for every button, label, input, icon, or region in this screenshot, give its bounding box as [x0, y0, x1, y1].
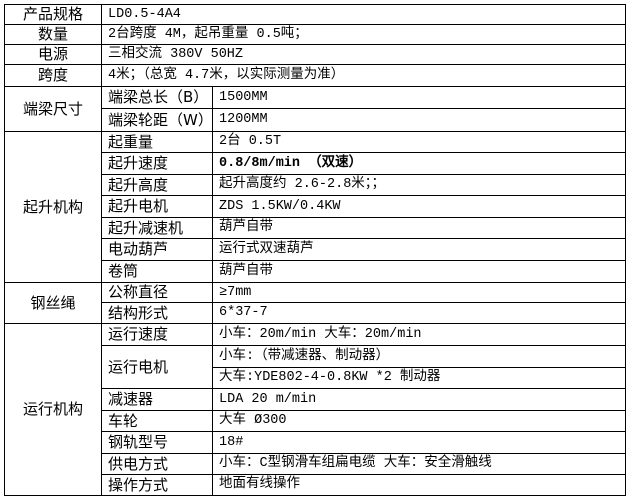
table-row: 电动葫芦 运行式双速葫芦 [5, 238, 627, 261]
section-label: 端梁尺寸 [4, 86, 102, 132]
section-label: 钢丝绳 [4, 282, 102, 324]
table-row: 钢丝绳 公称直径 ≥7mm [4, 282, 627, 324]
item-value: ZDS 1.5KW/0.4KW [211, 195, 627, 218]
section-value: 2台跨度 4M，起吊重量 0.5吨； [100, 24, 627, 45]
table-row: 数量 2台跨度 4M，起吊重量 0.5吨； [4, 24, 627, 45]
item-label: 卷筒 [101, 260, 213, 283]
section-value: LD0.5-4A4 [100, 4, 627, 25]
item-value: 大车 Ø300 [211, 410, 627, 432]
item-label: 运行速度 [101, 323, 213, 346]
item-value: 18# [211, 431, 627, 454]
table-row: 端梁尺寸 端梁总长（B） 1500MM [4, 86, 627, 132]
item-label: 减速器 [101, 388, 213, 411]
table-row: 供电方式 小车：C型钢滑车组扁电缆 大车：安全滑触线 [5, 453, 627, 475]
section-label: 数量 [4, 24, 102, 45]
item-value: 2台 0.5T [211, 131, 627, 153]
item-label: 端梁轮距（W） [101, 108, 213, 132]
item-value: 起升高度约 2.6-2.8米；； [211, 174, 627, 196]
table-row: 起升高度 起升高度约 2.6-2.8米；； [5, 174, 627, 196]
table-row: 起升机构 起重量 2台 0.5T [4, 131, 627, 283]
table-row: 起升电机 ZDS 1.5KW/0.4KW [5, 195, 627, 218]
item-label: 供电方式 [101, 453, 213, 475]
item-value: 葫芦自带 [211, 260, 627, 283]
item-label: 电动葫芦 [101, 238, 213, 261]
table-row: 结构形式 6*37-7 [5, 302, 627, 324]
item-label: 起升电机 [101, 195, 213, 218]
table-row: 端梁轮距（W） 1200MM [5, 108, 627, 132]
item-label: 起升高度 [101, 174, 213, 196]
item-label: 车轮 [101, 410, 213, 432]
section-label: 运行机构 [4, 323, 102, 496]
item-value: 运行式双速葫芦 [211, 238, 627, 261]
section-label: 产品规格 [4, 4, 102, 25]
item-value: 0.8/8m/min （双速） [211, 152, 627, 175]
item-label: 端梁总长（B） [101, 86, 213, 109]
item-value: 葫芦自带 [211, 217, 627, 239]
item-label: 结构形式 [101, 302, 213, 324]
item-label: 公称直径 [101, 282, 213, 303]
item-value: ≥7mm [211, 282, 627, 303]
table-row: 车轮 大车 Ø300 [5, 410, 627, 432]
item-value: 小车：C型钢滑车组扁电缆 大车：安全滑触线 [211, 453, 627, 475]
table-row: 产品规格 LD0.5-4A4 [4, 4, 627, 25]
item-value: 6*37-7 [211, 302, 627, 324]
item-label: 钢轨型号 [101, 431, 213, 454]
item-label: 起升减速机 [101, 217, 213, 239]
section-value: 4米；（总宽 4.7米，以实际测量为准） [100, 64, 627, 87]
spec-table: 产品规格 LD0.5-4A4 数量 2台跨度 4M，起吊重量 0.5吨； 电源 三相交流 … [4, 4, 627, 496]
item-value: 地面有线操作 [211, 474, 627, 496]
table-row: 跨度 4米；（总宽 4.7米，以实际测量为准） [4, 64, 627, 87]
table-row: 电源 三相交流 380V 50HZ [4, 44, 627, 65]
section-label: 跨度 [4, 64, 102, 87]
table-row: 钢轨型号 18# [5, 431, 627, 454]
item-label: 起重量 [101, 131, 213, 153]
item-label: 起升速度 [101, 152, 213, 175]
section-label: 起升机构 [4, 131, 102, 283]
item-label: 运行电机 [101, 345, 213, 389]
item-value: 1500MM [211, 86, 627, 109]
item-value: LDA 20 m/min [211, 388, 627, 411]
item-label: 操作方式 [101, 474, 213, 496]
section-value: 三相交流 380V 50HZ [100, 44, 627, 65]
item-value: 小车：20m/min 大车：20m/min [211, 323, 627, 346]
table-row: 操作方式 地面有线操作 [5, 474, 627, 496]
table-row: 运行机构 运行速度 小车：20m/min 大车：20m/min [4, 323, 627, 496]
section-label: 电源 [4, 44, 102, 65]
item-value: 小车:（带减速器、制动器） [211, 345, 627, 368]
item-value: 1200MM [211, 108, 627, 132]
item-value: 大车:YDE802-4-0.8KW *2 制动器 [211, 367, 627, 389]
